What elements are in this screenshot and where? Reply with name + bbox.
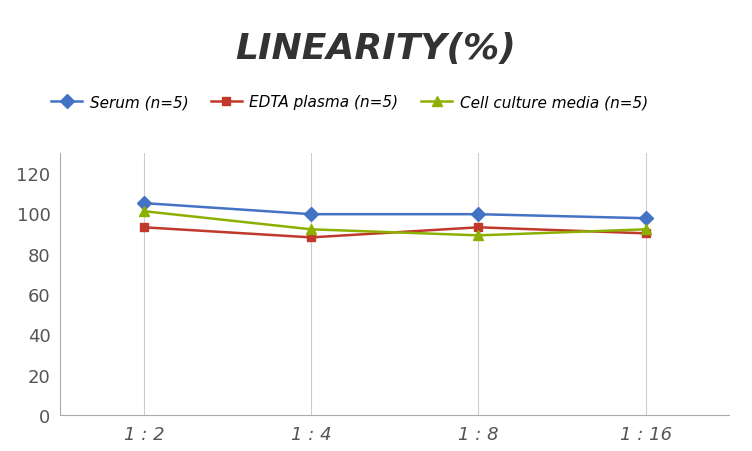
Text: LINEARITY(%): LINEARITY(%) xyxy=(235,32,517,65)
EDTA plasma (n=5) xyxy=(307,235,316,240)
Line: Serum (n=5): Serum (n=5) xyxy=(139,199,650,224)
EDTA plasma (n=5) xyxy=(139,225,148,230)
Serum (n=5) xyxy=(474,212,483,217)
Line: EDTA plasma (n=5): EDTA plasma (n=5) xyxy=(140,224,650,242)
Serum (n=5) xyxy=(139,201,148,207)
EDTA plasma (n=5) xyxy=(474,225,483,230)
Line: Cell culture media (n=5): Cell culture media (n=5) xyxy=(139,207,650,241)
Serum (n=5) xyxy=(641,216,650,221)
EDTA plasma (n=5) xyxy=(641,231,650,236)
Cell culture media (n=5) xyxy=(307,227,316,233)
Serum (n=5) xyxy=(307,212,316,217)
Cell culture media (n=5) xyxy=(474,233,483,239)
Cell culture media (n=5) xyxy=(139,209,148,214)
Cell culture media (n=5) xyxy=(641,227,650,233)
Legend: Serum (n=5), EDTA plasma (n=5), Cell culture media (n=5): Serum (n=5), EDTA plasma (n=5), Cell cul… xyxy=(45,89,654,116)
